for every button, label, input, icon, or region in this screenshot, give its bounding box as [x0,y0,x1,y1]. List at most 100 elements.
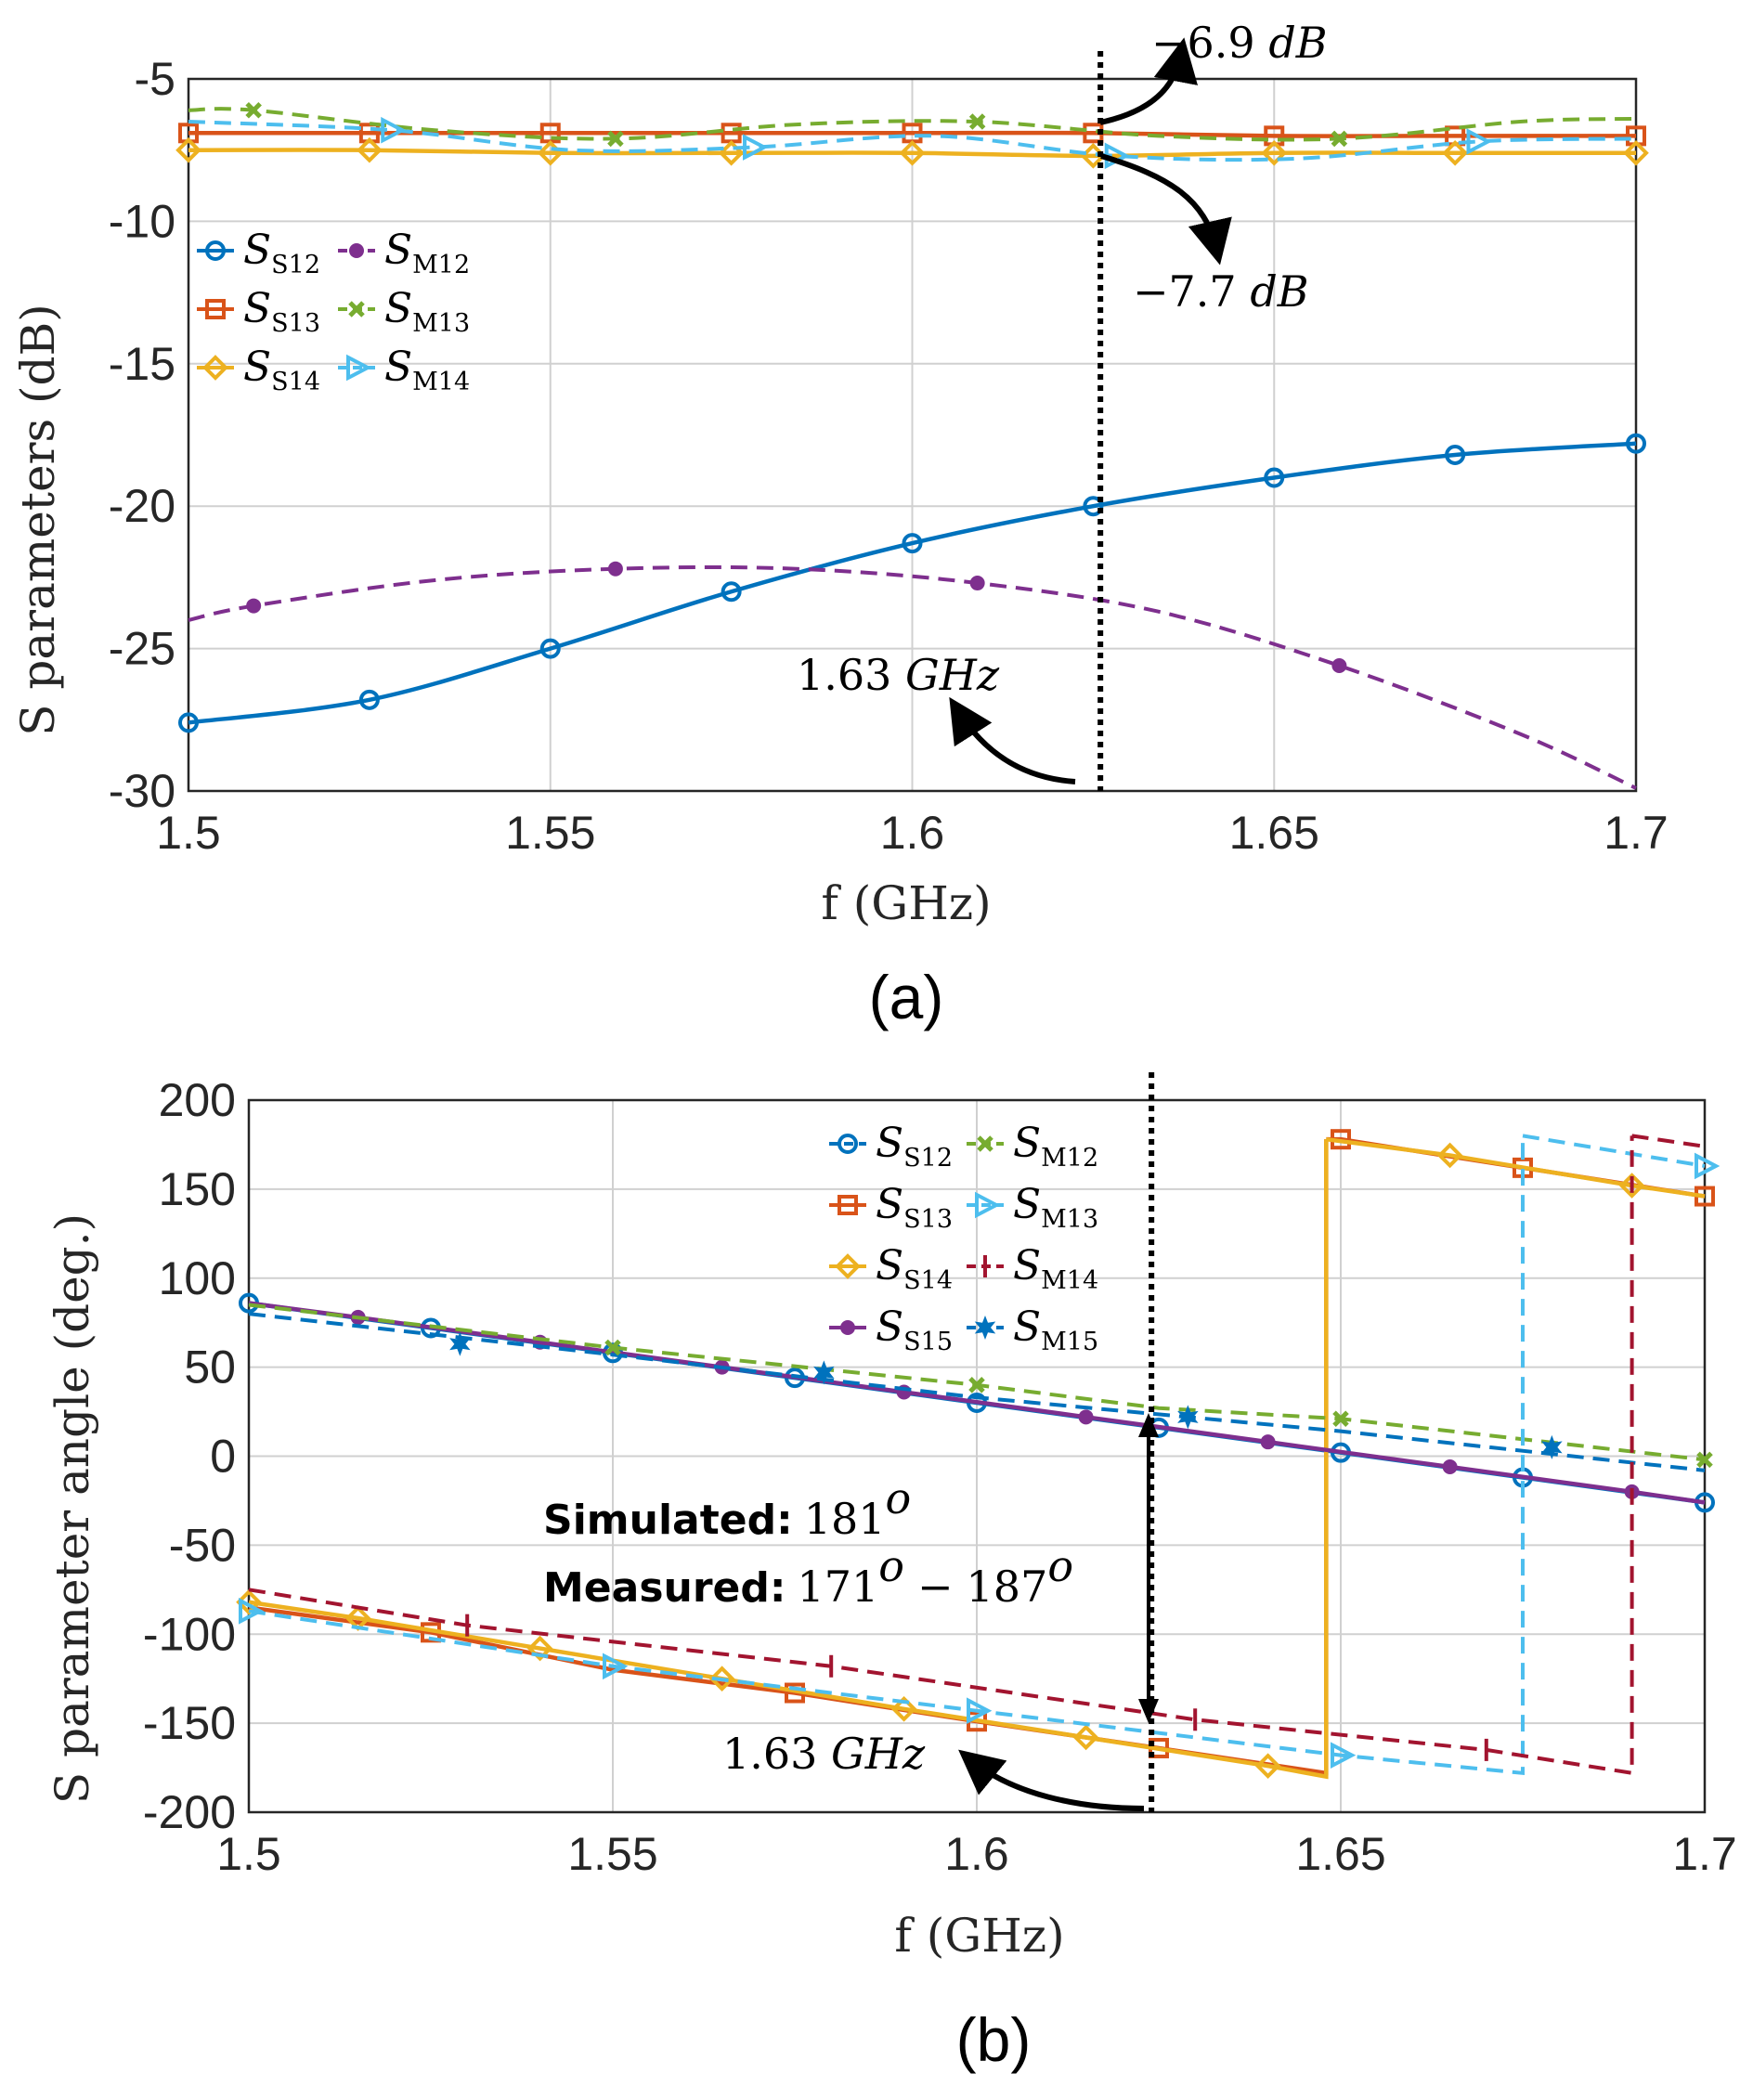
x-tick-label: 1.65 [1229,807,1319,859]
x-tick-label: 1.5 [216,1828,281,1880]
data-point-marker [969,576,985,591]
data-point-marker [1618,1173,1645,1199]
series-s-m12 [248,1312,1706,1472]
y-tick-label: -50 [169,1519,236,1571]
legend-label: SS13 [876,1181,953,1234]
y-tick-label: 100 [159,1252,236,1304]
y-tick-label: -15 [109,338,175,390]
legend-marker [205,299,226,319]
legend: SS12 SM12 SS13 SM13 SS14 SM14 [197,227,470,396]
legend-entry-m13: SM13 [338,285,470,338]
legend-label: SS14 [243,344,320,396]
data-point-marker [968,113,986,130]
data-point-marker [1541,1434,1563,1459]
chart-panel-b: 1.5 1.55 1.6 1.65 1.7 -200 -150 -100 -50 0 50 100 15… [143,1072,1737,1880]
legend-entry-s12: SS12 [197,227,320,279]
y-tick-label: -25 [109,623,175,675]
legend-label: SM12 [1013,1120,1098,1173]
legend-marker [346,354,372,382]
series-line [248,1303,1706,1462]
legend-entry-s13: SS13 [829,1181,953,1234]
data-point-marker [1331,1742,1357,1769]
series-s-m13 [188,101,1637,148]
x-tick-label: 1.5 [156,807,221,859]
legend-marker [348,301,365,318]
data-point-marker [1177,1405,1199,1430]
data-point-marker [1261,139,1288,166]
data-point-marker [813,1360,835,1385]
data-point-marker [721,581,742,603]
data-point-marker [1072,1724,1099,1751]
legend-marker [975,1191,1001,1219]
data-point-marker [890,1695,917,1722]
data-point-marker [239,1598,265,1625]
annotation-simulated: Simulated: 181o [543,1473,911,1544]
phase-arrow-head-top [1138,1413,1159,1437]
data-point-marker [607,130,624,148]
y-tick-label: -30 [109,765,175,817]
series-s-m15 [248,1134,1706,1776]
arrow-minus-7-7 [1100,153,1232,266]
data-point-marker [1254,1753,1281,1779]
legend-label: SS15 [876,1303,953,1356]
series-line [248,1136,1706,1780]
x-tick-label: 1.6 [880,807,945,859]
y-tick-label: 150 [159,1163,236,1215]
data-point-marker [1442,1459,1458,1475]
data-point-marker [1445,444,1466,465]
x-tick-label: 1.55 [567,1828,657,1880]
x-tick-label: 1.7 [1604,807,1669,859]
annotation-1-63-ghz-b: 1.63 GHz [722,1729,926,1779]
series-s-m14 [239,1134,1721,1776]
data-point-marker [1331,130,1348,148]
plot-frame [247,1098,1707,1814]
data-point-marker [968,1377,985,1394]
data-point-marker [175,136,201,163]
y-tick-label: 200 [159,1074,236,1126]
data-point-marker [381,116,407,144]
legend: SS12 SM12 SS13 SM13 SS14 SM14 SS15 SM15 [829,1120,1098,1356]
data-point-marker [1442,139,1468,166]
data-point-marker [357,136,383,163]
data-point-marker [1623,139,1649,166]
series-line [248,1312,1706,1472]
x-tick-label: 1.7 [1672,1828,1737,1880]
legend-label: SM13 [384,285,470,338]
legend-label: SS12 [876,1120,953,1173]
arrow-freq-a [949,696,1076,784]
panel-b-xlabel: f (GHz) [894,1909,1064,1963]
data-point-marker [1331,658,1347,674]
series-s-m12 [188,561,1637,790]
series-line [188,441,1637,725]
annotation-1-63-ghz-a: 1.63 GHz [797,650,1000,700]
panel-a-caption: (a) [869,963,944,1031]
legend-entry-m14: SM14 [967,1242,1098,1295]
legend-label: SS13 [243,285,320,338]
legend-entry-m12: SM12 [967,1120,1098,1173]
annotation-minus-6-9-db: −6.9 dB [1151,18,1328,68]
series-s-s12 [178,433,1646,733]
data-point-marker [607,561,623,577]
y-tick-label: -5 [135,53,175,105]
data-point-marker [358,689,380,710]
series-line [248,1134,1706,1776]
legend-marker [202,355,228,381]
data-point-marker [967,1697,993,1725]
data-point-marker [1696,1451,1713,1469]
y-tick-label: 50 [184,1342,236,1394]
series-s-m13 [248,1303,1713,1469]
legend-label: SM13 [1013,1181,1098,1234]
arrow-minus-6-9 [1099,37,1198,125]
legend-marker [838,1134,858,1154]
data-point-marker [1083,496,1104,517]
legend-entry-m12: SM12 [338,227,470,279]
series-s-s14 [236,1136,1706,1780]
data-point-marker [539,638,561,659]
data-point-marker [449,1331,471,1356]
legend-marker [974,1316,996,1340]
y-tick-label: -200 [143,1786,236,1838]
panel-a-xlabel: f (GHz) [821,876,991,930]
series-line [188,564,1637,790]
legend-label: SM15 [1013,1303,1098,1356]
arrow-freq-b [958,1749,1145,1811]
